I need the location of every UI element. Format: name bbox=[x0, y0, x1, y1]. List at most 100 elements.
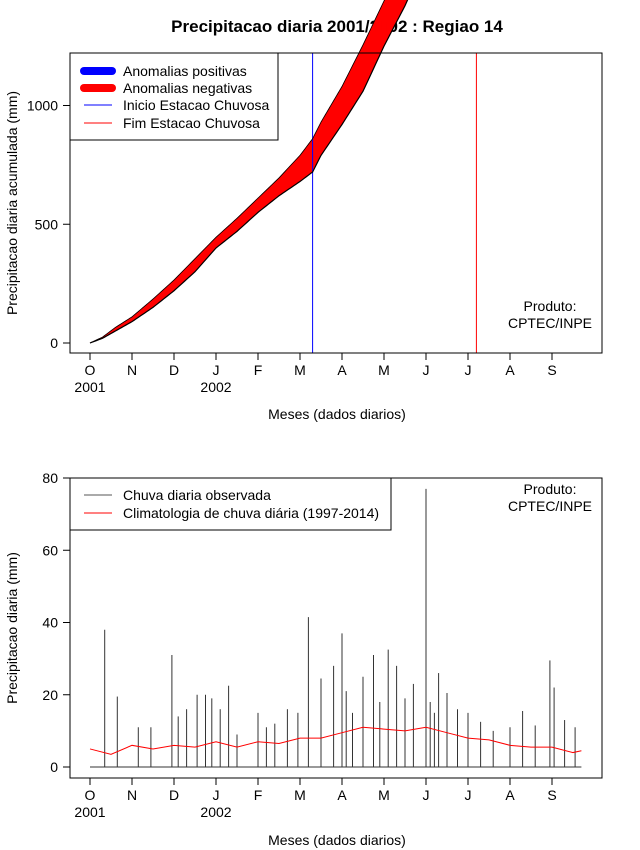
anomaly-segment bbox=[274, 179, 278, 200]
x-tick-label: M bbox=[294, 362, 306, 378]
legend-label-positive: Anomalias positivas bbox=[123, 63, 247, 79]
anomaly-segment bbox=[278, 174, 282, 197]
anomaly-segment bbox=[331, 99, 334, 141]
anomaly-segment bbox=[272, 181, 276, 202]
y-tick-label: 1000 bbox=[27, 98, 58, 114]
legend-label-climatology: Climatologia de chuva diária (1997-2014) bbox=[123, 505, 379, 521]
anomaly-segment bbox=[350, 65, 353, 113]
anomaly-segment bbox=[387, 0, 391, 39]
x-tick-label: O bbox=[85, 787, 96, 803]
legend-label-negative: Anomalias negativas bbox=[123, 80, 252, 96]
x-axis-label: Meses (dados diarios) bbox=[268, 832, 406, 848]
x-tick-label: J bbox=[423, 362, 430, 378]
x-tick-label: D bbox=[169, 362, 179, 378]
year-label: 2001 bbox=[74, 379, 105, 395]
anomaly-segment bbox=[322, 113, 326, 154]
anomaly-segment bbox=[385, 0, 389, 43]
x-axis: O N D J F M A M J J A S 2001 2002 bbox=[74, 778, 557, 820]
x-tick-label: N bbox=[127, 362, 137, 378]
anomaly-segment bbox=[371, 22, 374, 74]
y-tick-label: 60 bbox=[42, 542, 58, 558]
anomaly-segment bbox=[389, 0, 393, 35]
x-tick-label: N bbox=[127, 787, 137, 803]
anomaly-segment bbox=[358, 48, 362, 99]
legend-label-observed: Chuva diaria observada bbox=[123, 487, 271, 503]
anomaly-segment bbox=[255, 197, 259, 215]
anomaly-segment bbox=[333, 96, 337, 138]
x-tick-label: J bbox=[465, 787, 472, 803]
x-tick-label: J bbox=[465, 362, 472, 378]
anomaly-segment bbox=[293, 159, 297, 187]
anomaly-segment bbox=[234, 217, 238, 234]
x-tick-label: J bbox=[423, 787, 430, 803]
annotation-line-1: Produto: bbox=[524, 298, 577, 314]
x-tick-label: J bbox=[213, 787, 220, 803]
anomaly-segment bbox=[280, 172, 284, 195]
anomaly-segment bbox=[345, 73, 349, 119]
anomaly-segment bbox=[373, 18, 376, 69]
x-tick-label: O bbox=[85, 362, 96, 378]
anomaly-segment bbox=[356, 53, 360, 103]
accumulated-precipitation-chart: Precipitacao diaria 2001/2002 : Regiao 1… bbox=[4, 0, 603, 422]
anomaly-segment bbox=[335, 92, 339, 135]
y-tick-label: 0 bbox=[50, 759, 58, 775]
anomaly-segment bbox=[381, 0, 385, 51]
anomaly-segment bbox=[263, 189, 267, 209]
y-axis-label: Precipitacao diaria (mm) bbox=[4, 552, 20, 704]
annotation-line-1: Produto: bbox=[524, 481, 577, 497]
anomaly-segment bbox=[284, 168, 288, 193]
y-axis: 0 20 40 60 80 bbox=[42, 470, 70, 775]
observed-line-layer bbox=[89, 0, 409, 344]
x-tick-label: S bbox=[547, 362, 556, 378]
x-tick-label: A bbox=[505, 362, 515, 378]
anomaly-segment bbox=[354, 57, 358, 106]
legend: Chuva diaria observada Climatologia de c… bbox=[69, 477, 392, 531]
anomaly-segment bbox=[289, 163, 292, 190]
anomaly-segment bbox=[287, 165, 290, 191]
anomaly-segment bbox=[259, 193, 263, 212]
x-tick-label: J bbox=[213, 362, 220, 378]
anomaly-segment bbox=[375, 14, 379, 65]
annotation-line-2: CPTEC/INPE bbox=[508, 315, 592, 331]
anomaly-segment bbox=[352, 61, 355, 109]
anomaly-segment bbox=[366, 31, 370, 83]
anomaly-segment bbox=[318, 121, 322, 160]
anomaly-segment bbox=[305, 143, 309, 178]
anomaly-segment bbox=[383, 0, 387, 47]
x-tick-label: M bbox=[294, 787, 306, 803]
x-axis-label: Meses (dados diarios) bbox=[268, 406, 406, 422]
anomaly-segment bbox=[337, 88, 341, 132]
anomaly-segment bbox=[291, 161, 295, 188]
anomaly-segment bbox=[261, 191, 265, 210]
anomaly-segment bbox=[303, 146, 307, 179]
anomaly-segment bbox=[299, 151, 303, 183]
anomaly-segment bbox=[276, 177, 280, 199]
year-label: 2002 bbox=[200, 379, 231, 395]
year-label: 2002 bbox=[200, 804, 231, 820]
anomaly-segment bbox=[362, 40, 366, 92]
anomaly-segment bbox=[301, 148, 305, 181]
anomaly-segment bbox=[341, 82, 345, 126]
daily-bars-layer bbox=[90, 488, 582, 768]
anomaly-segment bbox=[308, 140, 311, 176]
anomaly-segment bbox=[316, 126, 320, 164]
legend-label-start: Inicio Estacao Chuvosa bbox=[123, 97, 270, 113]
x-tick-label: A bbox=[337, 787, 347, 803]
anomaly-segment bbox=[295, 156, 299, 185]
anomaly-segment bbox=[270, 183, 274, 204]
x-axis: O N D J F M A M J J A S 2001 2002 bbox=[74, 353, 557, 395]
anomaly-segment bbox=[320, 117, 324, 157]
legend-box bbox=[69, 477, 392, 531]
anomaly-segment bbox=[329, 103, 332, 145]
y-tick-label: 500 bbox=[35, 216, 59, 232]
y-tick-label: 80 bbox=[42, 470, 58, 486]
x-tick-label: M bbox=[378, 362, 390, 378]
y-tick-label: 0 bbox=[50, 335, 58, 351]
year-label: 2001 bbox=[74, 804, 105, 820]
y-tick-label: 40 bbox=[42, 615, 58, 631]
x-tick-label: M bbox=[378, 787, 390, 803]
anomaly-segment bbox=[379, 5, 383, 56]
chart-title: Precipitacao diaria 2001/2002 : Regiao 1… bbox=[171, 17, 503, 36]
y-tick-label: 20 bbox=[42, 687, 58, 703]
